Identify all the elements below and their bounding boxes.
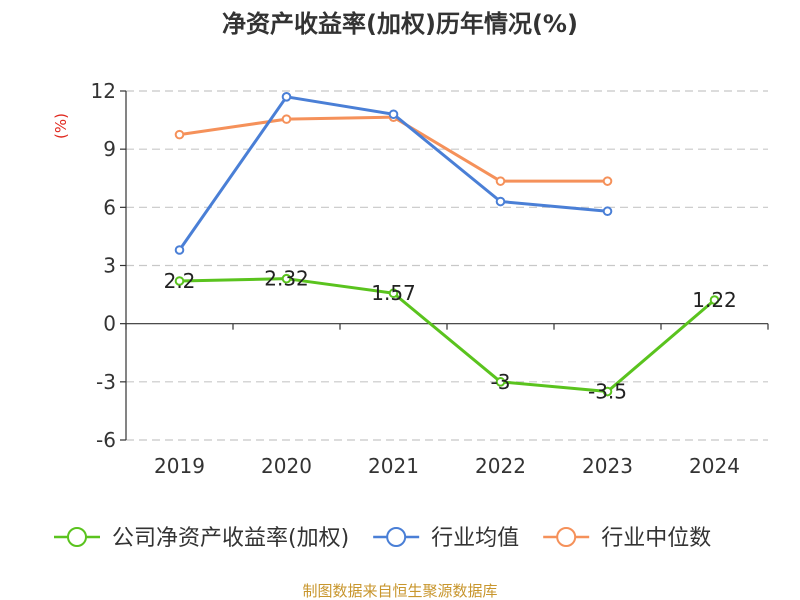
legend-swatch-marker — [386, 527, 407, 547]
y-axis-unit-label: (%) — [52, 113, 70, 139]
series-line — [179, 277, 716, 394]
data-point[interactable] — [281, 273, 292, 284]
data-label: 1.57 — [371, 281, 416, 305]
y-tick-label: -3 — [96, 370, 116, 394]
data-point[interactable] — [602, 176, 613, 186]
data-label: -3.5 — [588, 380, 627, 404]
legend[interactable]: 公司净资产收益率(加权) 行业均值 行业中位数 — [54, 526, 711, 551]
data-point[interactable] — [602, 206, 613, 217]
legend-label: 行业均值 — [431, 526, 519, 551]
data-point[interactable] — [495, 377, 506, 387]
x-tick-label: 2023 — [582, 454, 633, 478]
data-point[interactable] — [174, 245, 185, 255]
data-labels: 2.2 2.32 1.57 -3 -3.5 1.22 — [164, 267, 737, 404]
legend-label: 公司净资产收益率(加权) — [112, 526, 349, 551]
legend-item-2[interactable]: 行业中位数 — [543, 526, 711, 551]
x-tick-label: 2022 — [475, 454, 526, 478]
axes: 12 9 6 3 0 -3 -6 2019 2020 2021 2022 2023 2024 — [91, 79, 769, 478]
data-point[interactable] — [495, 196, 506, 207]
data-label: -3 — [491, 370, 511, 394]
legend-label: 行业中位数 — [601, 526, 711, 551]
source-note: 制图数据来自恒生聚源数据库 — [302, 582, 497, 600]
y-tick-label: 3 — [103, 254, 116, 278]
data-point[interactable] — [281, 114, 292, 124]
y-tick-label: -6 — [96, 428, 116, 452]
data-point[interactable] — [709, 295, 720, 305]
x-tick-label: 2021 — [368, 454, 419, 478]
data-point[interactable] — [174, 276, 185, 286]
legend-item-1[interactable]: 行业均值 — [373, 526, 519, 551]
data-point[interactable] — [495, 176, 506, 186]
series-0 — [174, 273, 720, 397]
x-tick-label: 2020 — [261, 454, 312, 478]
grid — [126, 90, 768, 441]
series-1 — [174, 92, 613, 255]
data-point[interactable] — [281, 92, 292, 102]
data-point[interactable] — [388, 109, 399, 120]
data-label: 1.22 — [692, 288, 737, 312]
legend-item-0[interactable]: 公司净资产收益率(加权) — [54, 526, 349, 551]
y-tick-label: 6 — [103, 195, 116, 219]
data-label: 2.32 — [264, 267, 309, 291]
series-layer — [174, 92, 720, 397]
x-tick-label: 2019 — [154, 454, 205, 478]
data-point[interactable] — [388, 288, 399, 299]
data-point[interactable] — [602, 386, 613, 397]
y-tick-label: 0 — [103, 312, 116, 336]
y-tick-label: 9 — [103, 137, 116, 161]
legend-swatch-marker — [67, 527, 87, 547]
y-tick-label: 12 — [91, 79, 116, 103]
data-point[interactable] — [174, 129, 185, 140]
legend-swatch-marker — [556, 527, 577, 547]
chart-title: 净资产收益率(加权)历年情况(%) — [222, 10, 578, 38]
x-tick-label: 2024 — [689, 454, 740, 478]
data-label: 2.2 — [164, 269, 196, 293]
